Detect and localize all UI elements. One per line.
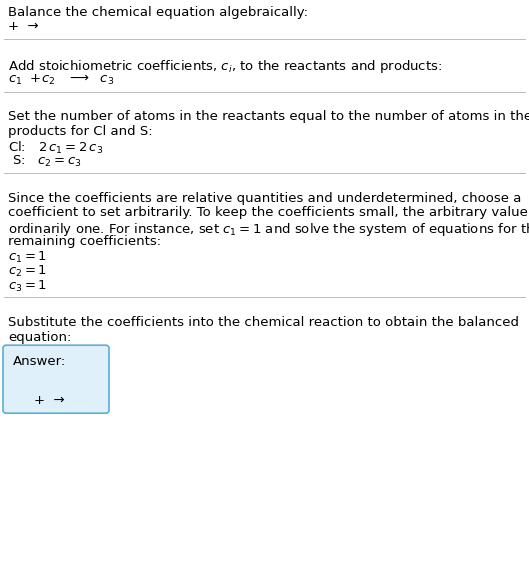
Text: $c_3 = 1$: $c_3 = 1$ [8, 279, 47, 294]
Text: Add stoichiometric coefficients, $c_i$, to the reactants and products:: Add stoichiometric coefficients, $c_i$, … [8, 58, 442, 75]
Text: coefficient to set arbitrarily. To keep the coefficients small, the arbitrary va: coefficient to set arbitrarily. To keep … [8, 206, 529, 219]
FancyBboxPatch shape [3, 345, 109, 413]
Text: Cl:   $2\,c_1 = 2\,c_3$: Cl: $2\,c_1 = 2\,c_3$ [8, 140, 103, 155]
Text: products for Cl and S:: products for Cl and S: [8, 125, 153, 138]
Text: Balance the chemical equation algebraically:: Balance the chemical equation algebraica… [8, 6, 308, 19]
Text: $c_1 = 1$: $c_1 = 1$ [8, 249, 47, 265]
Text: Since the coefficients are relative quantities and underdetermined, choose a: Since the coefficients are relative quan… [8, 191, 522, 204]
Text: remaining coefficients:: remaining coefficients: [8, 235, 161, 248]
Text: $c_1$  +$c_2$   $\longrightarrow$  $c_3$: $c_1$ +$c_2$ $\longrightarrow$ $c_3$ [8, 73, 114, 87]
Text: $c_2 = 1$: $c_2 = 1$ [8, 264, 47, 279]
Text: +  →: + → [34, 394, 65, 407]
Text: Set the number of atoms in the reactants equal to the number of atoms in the: Set the number of atoms in the reactants… [8, 110, 529, 123]
Text: S:   $c_2 = c_3$: S: $c_2 = c_3$ [12, 154, 81, 169]
Text: ordinarily one. For instance, set $c_1 = 1$ and solve the system of equations fo: ordinarily one. For instance, set $c_1 =… [8, 221, 529, 238]
Text: +  →: + → [8, 20, 39, 34]
Text: Answer:: Answer: [13, 355, 66, 368]
Text: equation:: equation: [8, 331, 71, 344]
Text: Substitute the coefficients into the chemical reaction to obtain the balanced: Substitute the coefficients into the che… [8, 316, 519, 329]
